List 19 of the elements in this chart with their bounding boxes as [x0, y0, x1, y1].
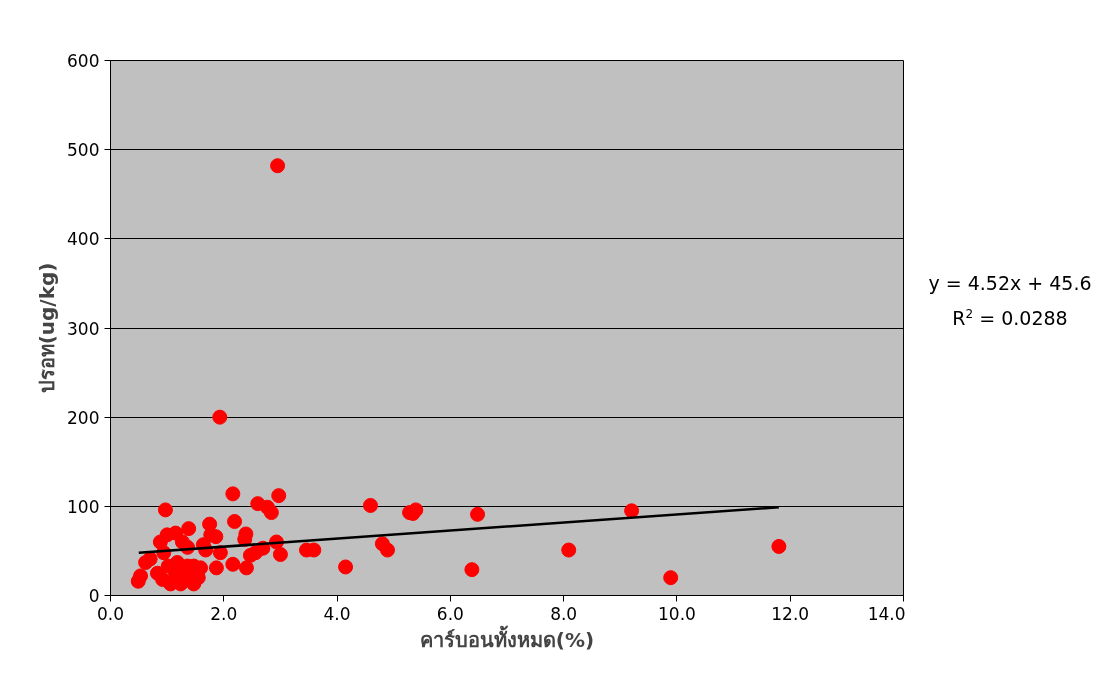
- x-tick-label: 6.0: [436, 603, 464, 624]
- text: R$^{2}$ = 0.0288: [951, 305, 1069, 332]
- y-axis-title: ปรอท(ug/kg): [35, 262, 60, 394]
- y-tick-label: 100: [67, 496, 100, 517]
- y-tick-label: 600: [67, 51, 100, 71]
- x-tick-label: 8.0: [550, 603, 578, 624]
- x-tick-label: 14.0: [867, 603, 906, 624]
- y-tick-label: 400: [67, 229, 100, 250]
- x-tick-label: 12.0: [771, 603, 810, 624]
- y-tick-label: 200: [67, 407, 100, 428]
- y-tick-label: 500: [67, 140, 100, 161]
- x-tick-label: 0.0: [96, 603, 125, 624]
- x-tick-label: 4.0: [323, 603, 351, 624]
- x-tick-label: 10.0: [658, 603, 696, 624]
- y-tick-label: 0: [88, 586, 100, 606]
- x-axis-title: คาร์บอนทั้งหมด(%): [419, 624, 595, 652]
- x-tick-label: 2.0: [210, 603, 238, 624]
- text: y = 4.52x + 45.6: [928, 271, 1092, 296]
- y-tick-label: 300: [67, 318, 100, 339]
